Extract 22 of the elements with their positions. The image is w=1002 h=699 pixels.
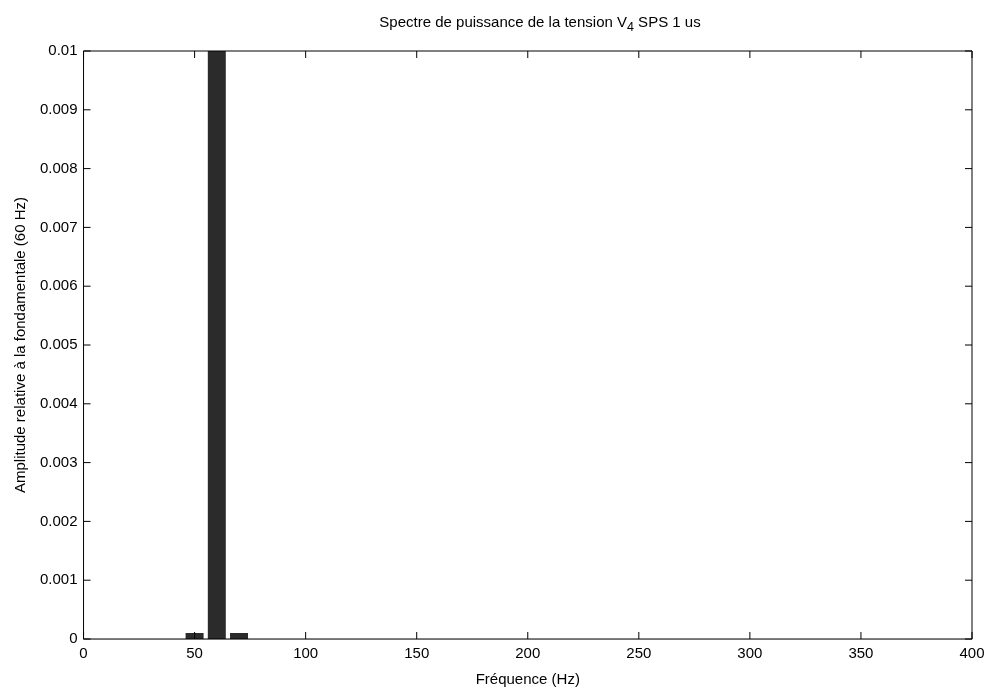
y-tick-label: 0.005 <box>39 335 78 353</box>
x-tick-label: 400 <box>959 644 985 662</box>
x-tick-label: 250 <box>626 644 652 662</box>
x-tick-label: 200 <box>515 644 541 662</box>
y-tick-label: 0.004 <box>39 393 78 411</box>
y-tick-label: 0.007 <box>39 217 78 235</box>
y-tick-label: 0.008 <box>39 158 78 176</box>
y-tick-label: 0.003 <box>39 452 78 470</box>
chart-title: Spectre de puissance de la tension V$_{4}$ SPS 1 us <box>378 12 702 36</box>
y-axis-title: Amplitude relative à la fondamentale (60 Hz) <box>11 197 29 493</box>
x-tick-label: 50 <box>186 644 203 662</box>
x-tick-label: 350 <box>848 644 874 662</box>
x-tick-label: 150 <box>404 644 430 662</box>
y-tick-label: 0.009 <box>39 99 78 117</box>
x-axis-title: Fréquence (Hz) <box>475 670 580 688</box>
y-tick-label: 0 <box>69 629 78 647</box>
y-tick-label: 0.006 <box>39 276 78 294</box>
y-tick-label: 0.01 <box>48 41 78 59</box>
x-tick-label: 300 <box>737 644 763 662</box>
y-tick-label: 0.002 <box>39 511 78 529</box>
x-tick-label: 100 <box>293 644 319 662</box>
y-tick-label: 0.001 <box>39 570 78 588</box>
